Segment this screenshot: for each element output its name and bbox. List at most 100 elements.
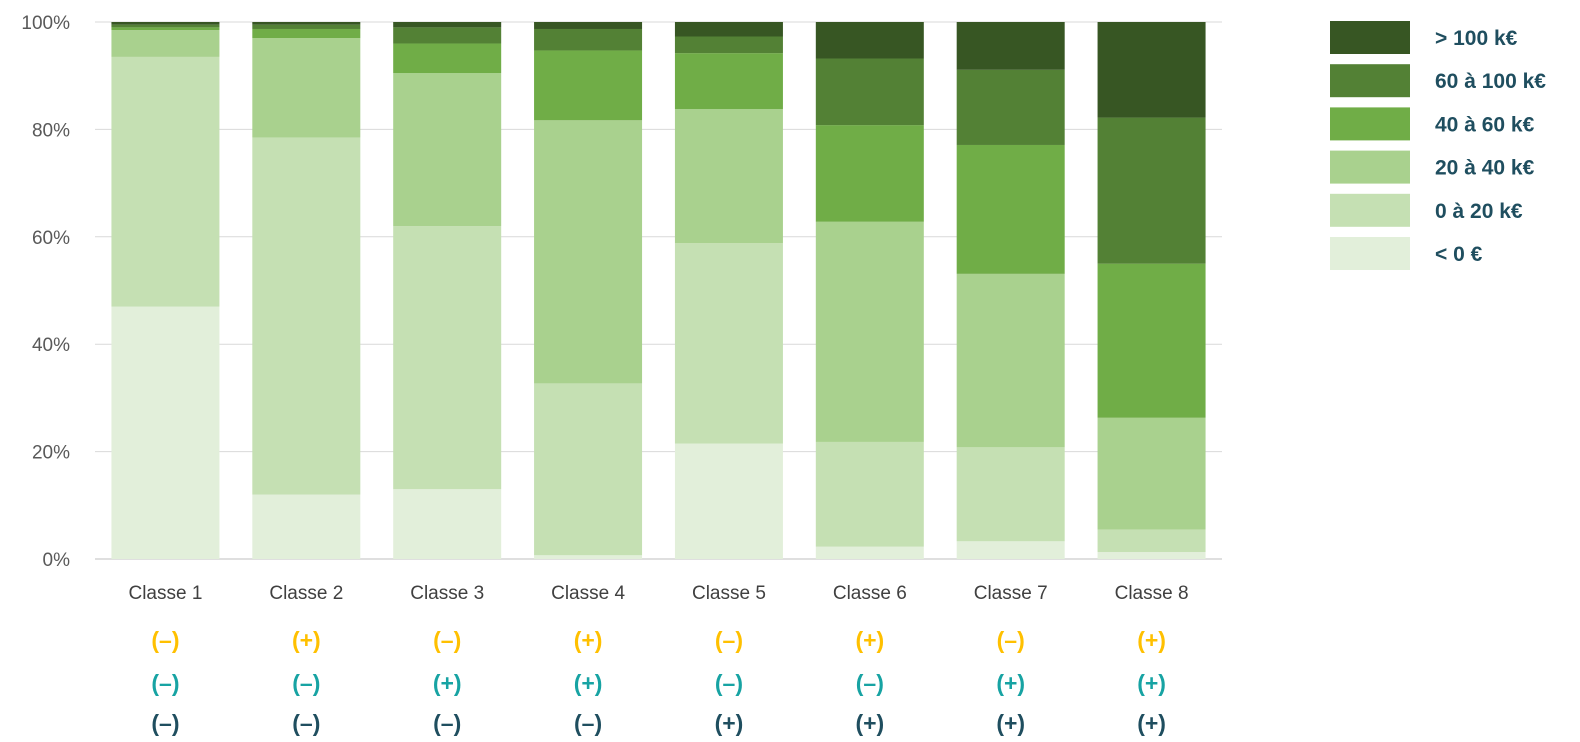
sign-label: (+) <box>996 670 1025 696</box>
legend-label: 20 à 40 k€ <box>1435 157 1535 180</box>
legend-item: 0 à 20 k€ <box>1330 193 1523 227</box>
bar-stack <box>393 22 502 559</box>
bar-segment <box>393 22 502 28</box>
sign-rows: (–) (–) (–) (+) (–) (–) (–) (+) (–) (+) (+) (–) (–) (… <box>151 627 1166 736</box>
bar-segment <box>252 28 361 39</box>
bar-segment <box>534 28 643 51</box>
bar-segment <box>956 69 1065 145</box>
sign-label: (+) <box>1137 710 1166 736</box>
sign-label: (+) <box>996 710 1025 736</box>
legend-swatch <box>1330 193 1410 227</box>
legend-swatch <box>1330 64 1410 98</box>
x-tick-label: Classe 8 <box>1115 583 1189 604</box>
sign-label: (–) <box>292 670 320 696</box>
bar-segment <box>534 383 643 556</box>
bar-segment <box>1097 552 1206 559</box>
legend-label: 0 à 20 k€ <box>1435 200 1523 223</box>
y-tick-label: 100% <box>21 13 70 34</box>
sign-label: (–) <box>574 710 602 736</box>
sign-label: (–) <box>715 670 743 696</box>
x-tick-label: Classe 7 <box>974 583 1048 604</box>
bar-segment <box>252 494 361 559</box>
bar-segment <box>393 73 502 227</box>
bar-segment <box>534 50 643 121</box>
bar-segment <box>674 443 783 559</box>
bar-segment <box>111 27 220 31</box>
legend-swatch <box>1330 107 1410 141</box>
x-tick-label: Classe 3 <box>410 583 484 604</box>
legend-item: 20 à 40 k€ <box>1330 150 1535 184</box>
sign-label: (–) <box>151 670 179 696</box>
x-tick-label: Classe 5 <box>692 583 766 604</box>
bar-segment <box>674 36 783 54</box>
sign-label: (–) <box>151 710 179 736</box>
bar-stack <box>956 22 1065 559</box>
bar-segment <box>534 120 643 384</box>
bar-segment <box>393 489 502 559</box>
bar-segment <box>674 243 783 444</box>
sign-label: (+) <box>292 627 321 653</box>
bar-segment <box>393 43 502 74</box>
bar-segment <box>1097 529 1206 553</box>
y-tick-label: 20% <box>32 443 70 464</box>
bar-segment <box>815 221 924 442</box>
bar-segment <box>534 22 643 29</box>
bar-segment <box>252 22 361 25</box>
y-axis: 0% 20% 40% 60% 80% 100% <box>21 13 70 571</box>
y-tick-label: 80% <box>32 120 70 141</box>
bar-segment <box>956 22 1065 70</box>
bar-segment <box>674 108 783 244</box>
legend-item: > 100 k€ <box>1330 21 1518 54</box>
x-tick-label: Classe 6 <box>833 583 907 604</box>
legend-label: 60 à 100 k€ <box>1435 70 1546 93</box>
bar-segment <box>252 137 361 495</box>
bar-segment <box>1097 263 1206 418</box>
legend-label: < 0 € <box>1435 243 1483 266</box>
legend-item: 60 à 100 k€ <box>1330 64 1546 98</box>
bar-segment <box>1097 417 1206 530</box>
bar-segment <box>534 555 643 559</box>
sign-label: (+) <box>574 627 603 653</box>
bar-stack <box>534 22 643 559</box>
bar-segment <box>956 144 1065 274</box>
sign-label: (+) <box>715 710 744 736</box>
bar-segment <box>111 56 220 307</box>
legend-swatch <box>1330 21 1410 54</box>
bar-segment <box>674 53 783 109</box>
sign-label: (+) <box>1137 627 1166 653</box>
bar-stack <box>111 22 220 559</box>
y-tick-label: 0% <box>43 550 71 571</box>
sign-label: (–) <box>433 627 461 653</box>
x-tick-label: Classe 1 <box>128 583 202 604</box>
bar-stack <box>674 22 783 559</box>
legend-label: > 100 k€ <box>1435 27 1518 50</box>
legend-item: 40 à 60 k€ <box>1330 107 1535 141</box>
bars <box>111 22 1206 559</box>
sign-label: (–) <box>715 627 743 653</box>
bar-segment <box>111 306 220 559</box>
bar-segment <box>111 22 220 25</box>
sign-label: (–) <box>856 670 884 696</box>
x-tick-label: Classe 4 <box>551 583 625 604</box>
bar-segment <box>393 226 502 490</box>
sign-label: (+) <box>433 670 462 696</box>
bar-segment <box>815 58 924 126</box>
sign-label: (–) <box>997 627 1025 653</box>
bar-segment <box>674 22 783 37</box>
bar-stack <box>815 22 924 559</box>
y-tick-label: 60% <box>32 228 70 249</box>
bar-segment <box>956 447 1065 542</box>
sign-label: (–) <box>292 710 320 736</box>
bar-segment <box>1097 117 1206 264</box>
legend: > 100 k€ 60 à 100 k€ 40 à 60 k€ 20 à 40 k€ 0… <box>1330 21 1546 270</box>
legend-swatch <box>1330 237 1410 270</box>
sign-label: (+) <box>855 710 884 736</box>
bar-segment <box>111 30 220 57</box>
legend-item: < 0 € <box>1330 237 1483 270</box>
y-tick-label: 40% <box>32 335 70 356</box>
sign-label: (–) <box>151 627 179 653</box>
sign-label: (+) <box>574 670 603 696</box>
bar-segment <box>252 38 361 138</box>
sign-label: (+) <box>855 627 884 653</box>
